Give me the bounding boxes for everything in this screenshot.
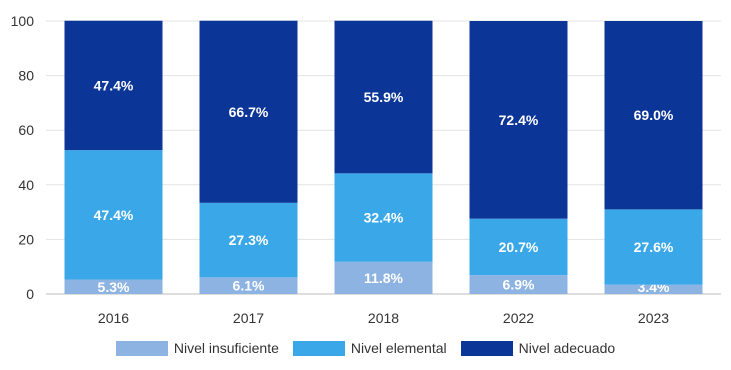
- data-label: 69.0%: [634, 107, 674, 123]
- y-tick-label: 0: [26, 286, 34, 302]
- bar-segment: [469, 275, 568, 294]
- data-label: 66.7%: [229, 104, 269, 120]
- data-label: 72.4%: [499, 112, 539, 128]
- bar-segment: [199, 277, 298, 294]
- bar-segment: [199, 20, 298, 203]
- bar-segment: [604, 209, 703, 285]
- y-tick-label: 100: [11, 13, 35, 29]
- data-label: 5.3%: [98, 279, 130, 295]
- bar-segment: [64, 279, 163, 294]
- data-label: 47.4%: [94, 207, 134, 223]
- y-tick-label: 40: [18, 177, 34, 193]
- bar-segment: [604, 284, 703, 294]
- legend-swatch-elemental: [292, 340, 345, 356]
- x-tick-label: 2023: [638, 310, 669, 326]
- bar-segment: [604, 21, 703, 210]
- bar-segment: [469, 21, 568, 219]
- data-label: 27.3%: [229, 232, 269, 248]
- legend-label-elemental: Nivel elemental: [350, 340, 447, 356]
- data-label: 27.6%: [634, 239, 674, 255]
- x-tick-label: 2022: [503, 310, 534, 326]
- bar-segment: [64, 150, 163, 280]
- x-tick-label: 2016: [98, 310, 129, 326]
- y-tick-label: 80: [18, 68, 34, 84]
- legend-swatch-adecuado: [460, 340, 513, 356]
- stacked-bar-chart: 0 20 40 60 80 100 5.3% 47.4% 47.4% 6.1% 27.3% 66.7…: [11, 13, 721, 326]
- bar-segment: [64, 20, 163, 151]
- data-label: 47.4%: [94, 77, 134, 93]
- legend-item-insuficiente: Nivel insuficiente: [115, 340, 279, 356]
- bar-segment: [334, 261, 433, 294]
- legend-item-adecuado: Nivel adecuado: [460, 340, 616, 356]
- y-tick-label: 20: [18, 231, 34, 247]
- bar-segment: [334, 20, 433, 174]
- bars: 5.3% 47.4% 47.4% 6.1% 27.3% 66.7% 11.8% 32.4% 55…: [64, 20, 703, 295]
- x-tick-label: 2018: [368, 310, 399, 326]
- y-tick-label: 60: [18, 122, 34, 138]
- x-axis: 2016 2017 2018 2022 2023: [98, 310, 669, 326]
- data-label: 20.7%: [499, 239, 539, 255]
- legend-swatch-insuficiente: [115, 340, 168, 356]
- bar-segment: [199, 202, 298, 278]
- bar-segment: [334, 173, 433, 262]
- x-tick-label: 2017: [233, 310, 264, 326]
- data-label: 32.4%: [364, 210, 404, 226]
- bar-segment: [469, 218, 568, 276]
- legend-item-elemental: Nivel elemental: [292, 340, 447, 356]
- data-label: 6.1%: [233, 278, 265, 294]
- legend-label-insuficiente: Nivel insuficiente: [173, 340, 279, 356]
- data-label: 55.9%: [364, 89, 404, 105]
- data-label: 11.8%: [364, 270, 403, 286]
- data-label: 6.9%: [503, 277, 535, 293]
- y-axis: 0 20 40 60 80 100: [11, 13, 35, 302]
- legend-label-adecuado: Nivel adecuado: [518, 340, 616, 356]
- legend: Nivel insuficiente Nivel elemental Nivel…: [0, 340, 731, 356]
